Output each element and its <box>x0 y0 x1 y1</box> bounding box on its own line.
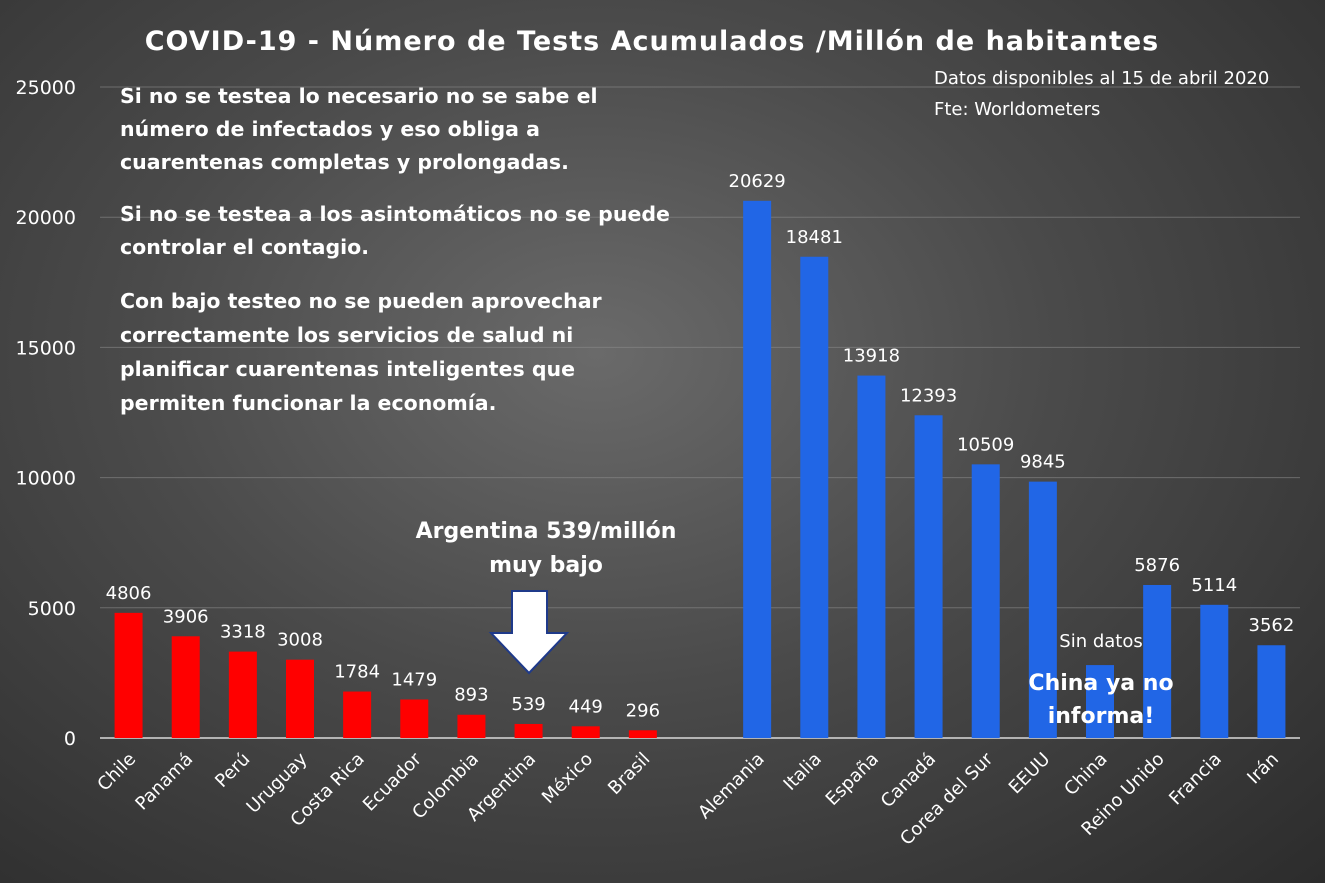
y-tick-label: 25000 <box>16 77 76 99</box>
y-tick-label: 10000 <box>16 468 76 490</box>
x-tick-label: Chile <box>93 749 140 796</box>
bar-francia <box>1200 604 1229 738</box>
x-tick-label: Alemania <box>694 749 769 824</box>
bars <box>114 200 1286 738</box>
data-label: 5876 <box>1134 555 1180 576</box>
y-axis-ticks: 0 5000 10000 15000 20000 25000 <box>16 77 76 750</box>
bar-alemania <box>743 200 772 738</box>
x-tick-label: Perú <box>211 749 254 792</box>
data-label: 12393 <box>900 385 957 406</box>
y-tick-label: 15000 <box>16 337 76 359</box>
data-label: 18481 <box>786 227 843 248</box>
bar-españa <box>857 375 886 738</box>
message-line: permiten funcionar la economía. <box>120 391 496 415</box>
china-no-data-label: Sin datos <box>1059 631 1142 652</box>
data-label: 449 <box>569 696 603 717</box>
message-line: Con bajo testeo no se pueden aprovechar <box>120 289 603 313</box>
x-tick-label: Irán <box>1243 749 1283 789</box>
x-tick-label: Francia <box>1165 749 1226 810</box>
argentina-callout-line1: Argentina 539/millón <box>416 519 677 544</box>
message-line: planificar cuarentenas inteligentes que <box>120 357 575 381</box>
bar-uruguay <box>286 659 314 738</box>
bar-italia <box>800 256 829 738</box>
message-line: Si no se testea lo necesario no se sabe … <box>120 84 598 108</box>
x-tick-label: México <box>538 749 597 808</box>
bar-panamá <box>171 636 200 738</box>
data-label: 3318 <box>220 622 266 643</box>
bar-perú <box>228 651 257 738</box>
bar-corea-del-sur <box>971 464 1000 738</box>
bar-colombia <box>457 714 486 738</box>
message-line: controlar el contagio. <box>120 235 369 259</box>
x-tick-label: Brasil <box>604 749 654 799</box>
data-label: 20629 <box>729 171 786 192</box>
argentina-callout-line2: muy bajo <box>489 553 603 578</box>
data-label: 1784 <box>334 662 380 683</box>
china-callout-line1: China ya no <box>1028 671 1173 696</box>
data-label: 5114 <box>1191 575 1237 596</box>
bar-canadá <box>914 415 943 738</box>
y-tick-label: 5000 <box>28 598 76 620</box>
y-tick-label: 0 <box>64 728 76 750</box>
data-label: 13918 <box>843 346 900 367</box>
bar-brasil <box>628 730 657 738</box>
data-label: 539 <box>511 694 545 715</box>
bar-argentina <box>514 723 543 738</box>
data-label: 893 <box>454 685 488 706</box>
x-tick-label: España <box>822 749 883 810</box>
bar-reino-unido <box>1143 584 1172 738</box>
data-label: 10509 <box>957 434 1014 455</box>
x-tick-label: EEUU <box>1005 749 1055 799</box>
bar-eeuu <box>1028 481 1057 738</box>
bar-ecuador <box>400 699 429 738</box>
source-note-source: Fte: Worldometers <box>934 99 1100 120</box>
x-tick-label: China <box>1060 749 1111 800</box>
data-label: 1479 <box>391 669 437 690</box>
y-tick-label: 20000 <box>16 207 76 229</box>
down-arrow-icon <box>488 590 570 675</box>
source-note-date: Datos disponibles al 15 de abril 2020 <box>934 68 1269 89</box>
chart-title: COVID-19 - Número de Tests Acumulados /M… <box>145 26 1160 57</box>
bar-china <box>1086 665 1114 738</box>
data-label: 296 <box>626 700 660 721</box>
china-callout-line2: informa! <box>1048 704 1155 729</box>
message-line: correctamente los servicios de salud ni <box>120 323 573 347</box>
bar-irán <box>1257 645 1286 738</box>
bar-chile <box>114 612 143 738</box>
message-line: número de infectados y eso obliga a <box>120 117 540 141</box>
data-label: 4806 <box>106 583 152 604</box>
x-tick-label: Italia <box>780 749 826 795</box>
message-line: cuarentenas completas y prolongadas. <box>120 150 569 174</box>
x-tick-label: Panamá <box>131 749 197 815</box>
data-label: 9845 <box>1020 452 1066 473</box>
data-label: 3562 <box>1249 615 1295 636</box>
bar-méxico <box>571 726 600 738</box>
data-label: 3906 <box>163 606 209 627</box>
message-block: Si no se testea lo necesario no se sabe … <box>120 84 670 415</box>
message-line: Si no se testea a los asintomáticos no s… <box>120 202 670 226</box>
data-labels: 4806 3906 3318 3008 1784 1479 893 539 449 296 2062… <box>106 171 1295 721</box>
data-label: 3008 <box>277 630 323 651</box>
bar-costa-rica <box>343 691 372 738</box>
